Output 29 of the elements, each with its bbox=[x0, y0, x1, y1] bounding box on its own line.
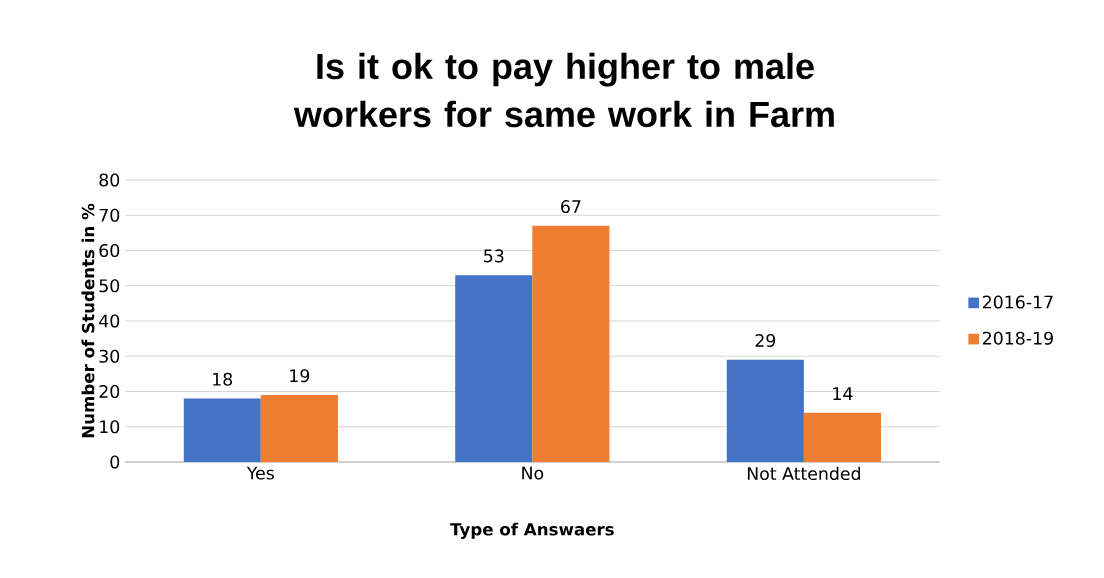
y-tick-label: 70 bbox=[99, 208, 120, 222]
y-tick-label: 0 bbox=[110, 455, 120, 469]
x-tick-label: No bbox=[522, 466, 544, 480]
y-tick-label: 40 bbox=[99, 314, 120, 328]
data-label: 53 bbox=[484, 249, 504, 263]
data-label: 14 bbox=[833, 387, 853, 400]
data-label: 67 bbox=[561, 200, 581, 214]
legend-label: 2016-17 bbox=[982, 295, 1053, 309]
y-tick-label: 50 bbox=[99, 279, 120, 293]
legend-label: 2018-19 bbox=[982, 331, 1053, 345]
x-tick-label: Not Attended bbox=[747, 466, 860, 481]
data-label: 18 bbox=[213, 372, 233, 386]
bar bbox=[455, 275, 533, 462]
x-tick-label: Yes bbox=[246, 466, 274, 480]
bar bbox=[532, 225, 610, 462]
bar bbox=[260, 395, 338, 462]
data-label: 19 bbox=[290, 369, 310, 383]
chart-title: Is it ok to pay higher to male workers for same work in Farm bbox=[293, 52, 834, 128]
bar bbox=[183, 398, 261, 462]
y-tick-label: 60 bbox=[99, 243, 120, 258]
y-axis-title: Number of Students in % bbox=[81, 203, 95, 438]
y-tick-label: 80 bbox=[99, 173, 120, 187]
y-tick-label: 30 bbox=[99, 349, 120, 363]
x-axis-title: Type of Answaers bbox=[450, 522, 614, 539]
y-tick-label: 10 bbox=[100, 420, 120, 434]
y-tick-label: 20 bbox=[99, 384, 120, 399]
data-label: 29 bbox=[755, 333, 776, 348]
bar bbox=[726, 359, 804, 462]
bar bbox=[803, 412, 882, 462]
